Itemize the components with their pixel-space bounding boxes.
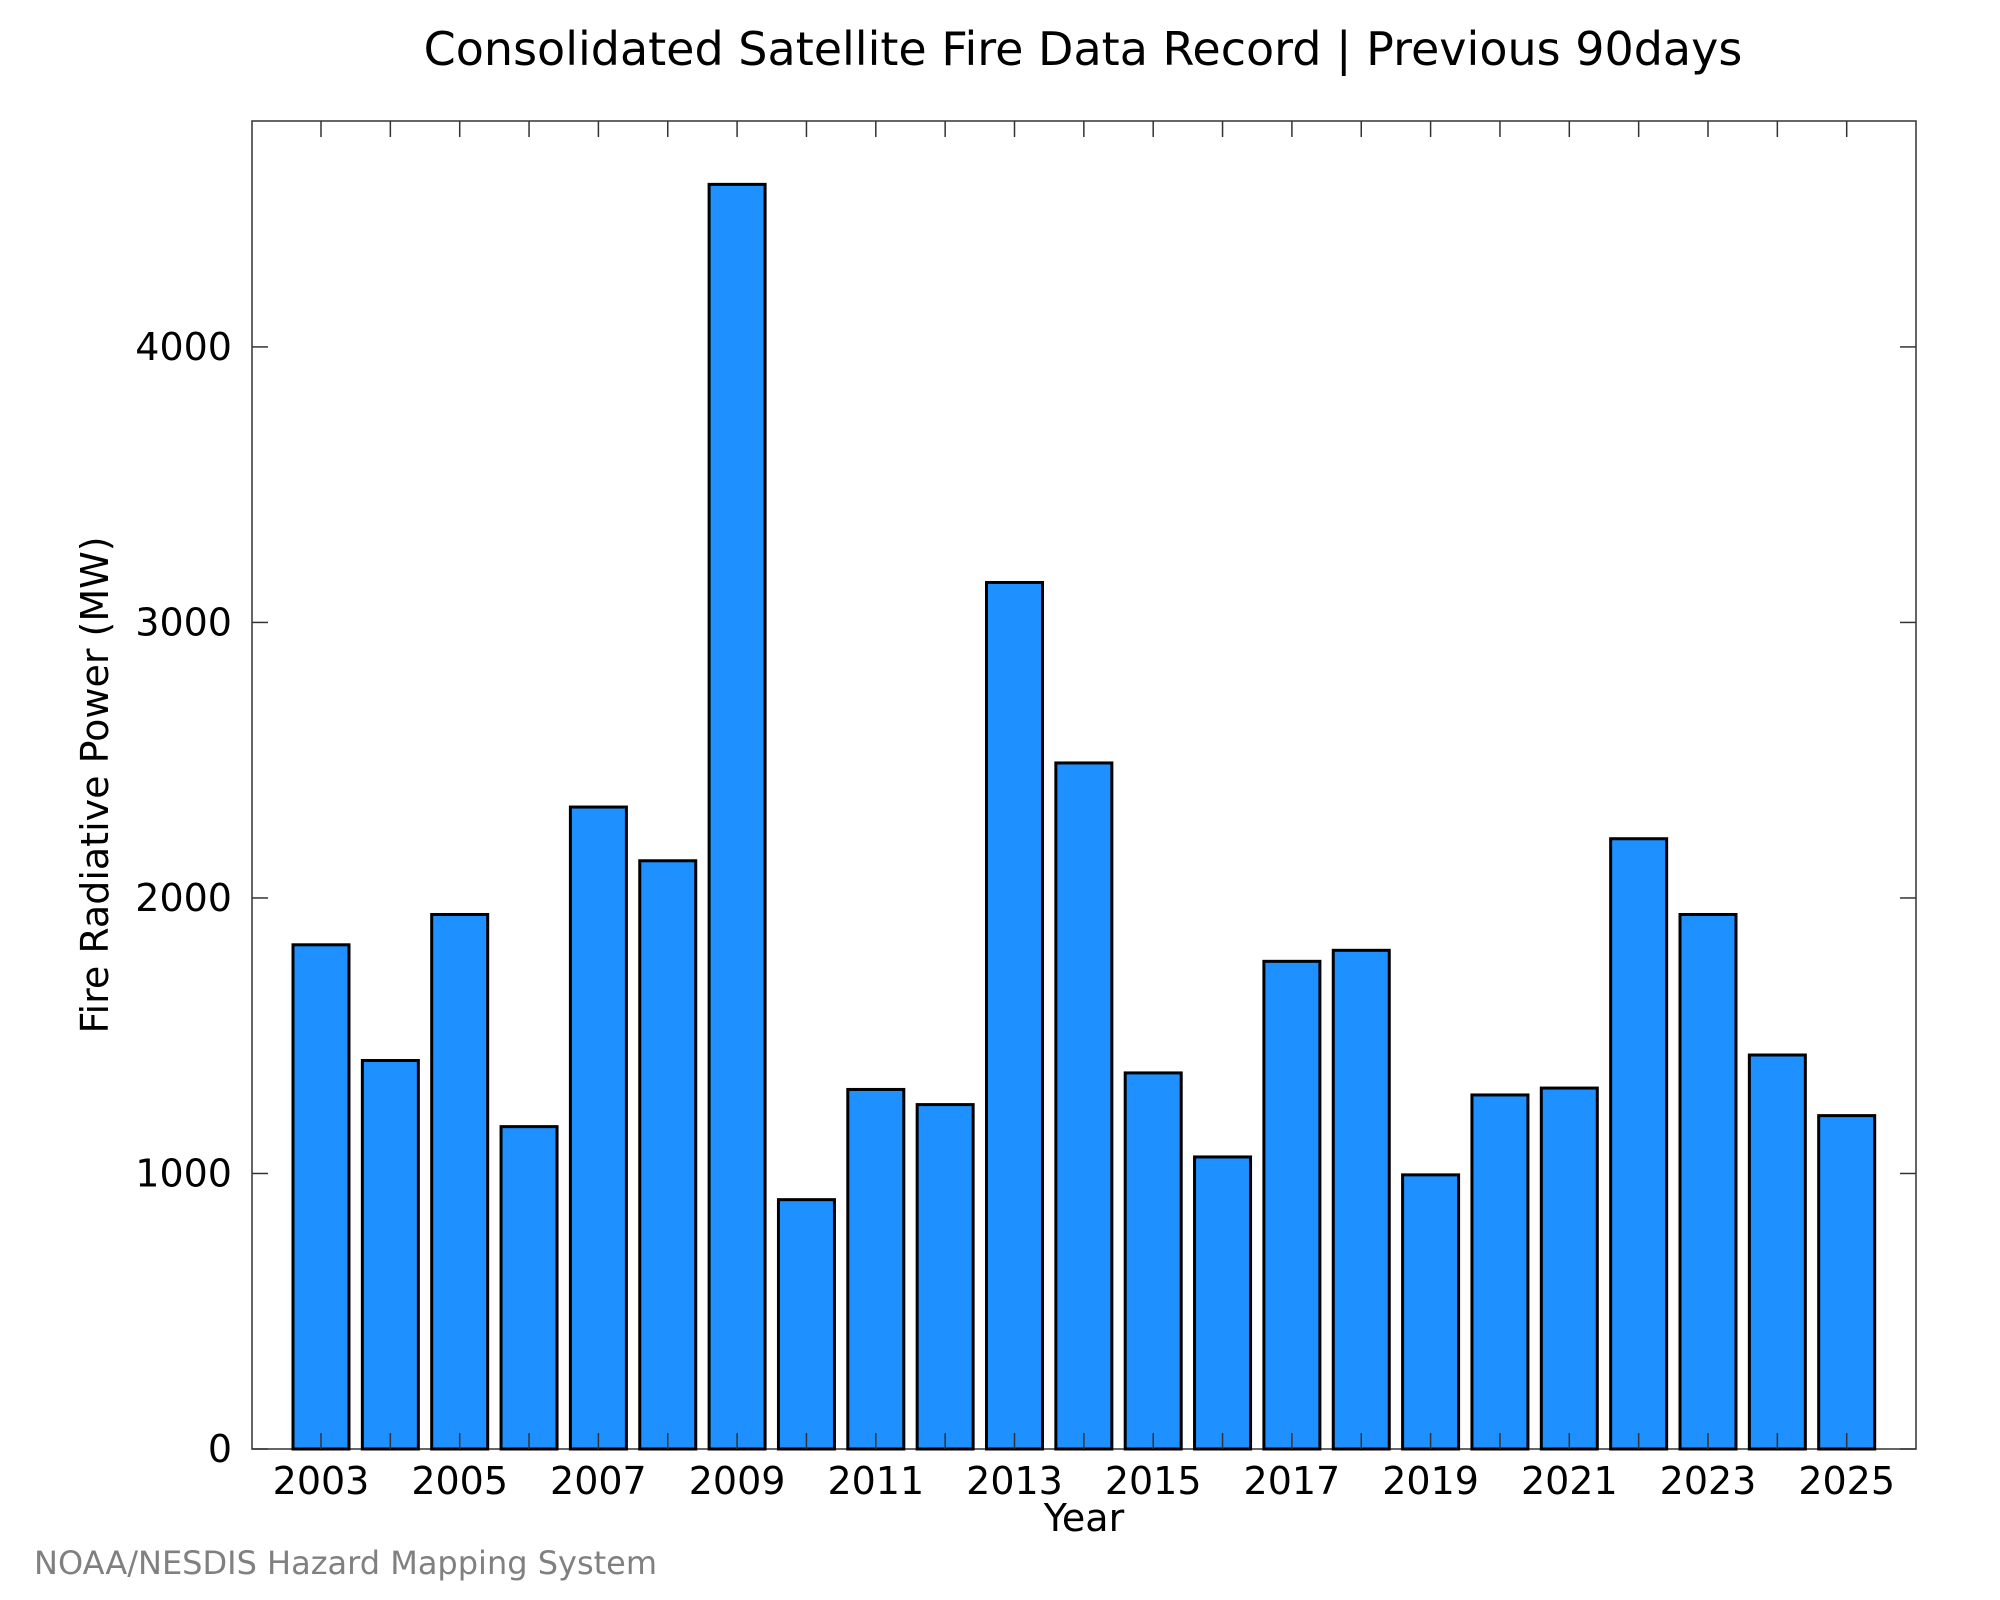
chart-title: Consolidated Satellite Fire Data Record … [424,22,1743,77]
x-tick-label-2019: 2019 [1382,1459,1479,1503]
bar-2025 [1817,1114,1877,1451]
bar-2009 [707,182,767,1451]
x-tick-label-2011: 2011 [827,1459,924,1503]
x-tick-label-2015: 2015 [1105,1459,1202,1503]
bar-2003 [291,943,351,1451]
x-tick-label-2017: 2017 [1244,1459,1341,1503]
y-tick-label-0: 0 [208,1427,232,1471]
x-tick-label-2023: 2023 [1660,1459,1757,1503]
y-tick-label-1000: 1000 [135,1151,232,1195]
bar-2006 [499,1125,559,1451]
x-tick-label-2007: 2007 [550,1459,647,1503]
y-tick-label-3000: 3000 [135,600,232,644]
x-tick-label-2009: 2009 [689,1459,786,1503]
y-axis-label: Fire Radiative Power (MW) [73,536,117,1033]
bars-group [291,182,1877,1451]
x-tick-label-2013: 2013 [966,1459,1063,1503]
y-tick-label-4000: 4000 [135,325,232,369]
bar-2010 [776,1198,836,1451]
bar-2024 [1747,1053,1807,1451]
source-credit: NOAA/NESDIS Hazard Mapping System [34,1544,657,1582]
bar-2013 [985,580,1044,1451]
x-tick-label-2005: 2005 [411,1459,508,1503]
bar-2011 [846,1087,906,1451]
x-tick-label-2025: 2025 [1798,1459,1895,1503]
bar-2014 [1054,761,1114,1451]
x-axis: 2003 2005 2007 2009 2011 2013 2015 2017 2019 2021… [273,121,1895,1503]
bar-2016 [1193,1155,1253,1451]
bar-2022 [1609,837,1669,1451]
bar-2018 [1331,948,1391,1451]
bar-2021 [1539,1086,1599,1451]
bar-2019 [1401,1173,1461,1451]
bar-2015 [1123,1071,1183,1451]
x-tick-label-2021: 2021 [1521,1459,1618,1503]
bar-2012 [915,1103,975,1451]
bar-2004 [360,1059,420,1451]
x-tick-label-2003: 2003 [273,1459,370,1503]
y-axis: 0 1000 2000 3000 4000 [135,325,1916,1471]
bar-2017 [1262,959,1322,1451]
bar-2020 [1470,1093,1530,1451]
bar-2005 [430,912,490,1451]
x-axis-label: Year [1043,1496,1125,1540]
bar-2023 [1678,912,1738,1451]
bar-2007 [568,805,628,1451]
bar-2008 [638,859,698,1451]
y-tick-label-2000: 2000 [135,876,232,920]
